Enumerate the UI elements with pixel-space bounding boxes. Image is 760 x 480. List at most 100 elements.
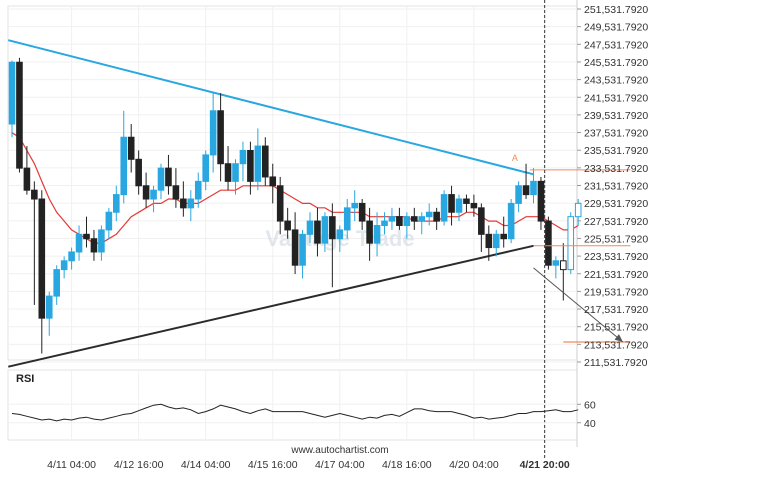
candle-body	[53, 269, 61, 297]
candle-body	[135, 158, 142, 187]
candle-body	[98, 229, 105, 253]
candle-body	[291, 229, 299, 266]
candle-body	[224, 163, 232, 182]
y-tick-label: 245,531.7920	[584, 57, 648, 69]
y-tick-label: 227,531.7920	[584, 216, 648, 228]
grid-lines	[7, 0, 578, 447]
price-axis: 251,531.7920 249,531.7920 247,531.7920 245,…	[577, 4, 648, 369]
candle-body	[485, 233, 493, 249]
candle-body	[418, 216, 426, 222]
x-tick-label: 4/17 04:00	[315, 459, 365, 471]
candle-body	[276, 185, 284, 222]
candle-body	[396, 216, 403, 226]
x-tick-label: 4/21 20:00	[520, 459, 570, 471]
y-tick-label: 229,531.7920	[584, 198, 648, 210]
rsi-line	[11, 403, 579, 422]
candle-body	[75, 233, 83, 253]
y-tick-label: 243,531.7920	[584, 75, 648, 87]
candles-layer	[8, 57, 582, 354]
candle-body	[150, 189, 157, 200]
candle-body	[470, 202, 478, 209]
candle-body	[351, 202, 358, 209]
y-tick-label: 211,531.7920	[584, 357, 648, 369]
candle-body	[269, 176, 277, 187]
candle-body	[336, 229, 344, 240]
y-tick-label: 239,531.7920	[584, 110, 648, 122]
candle-body	[306, 220, 314, 235]
candle-body	[60, 260, 68, 271]
candle-body	[38, 198, 46, 319]
candle-body	[194, 180, 202, 200]
y-tick-label: 233,531.7920	[584, 163, 648, 175]
x-tick-label: 4/12 16:00	[114, 459, 164, 471]
candle-body	[567, 216, 575, 271]
candle-body	[358, 202, 366, 222]
rsi-panel: 60 40	[8, 399, 596, 430]
candle-body	[202, 154, 209, 182]
candle-body	[522, 185, 530, 196]
y-tick-label: 223,531.7920	[584, 251, 648, 263]
candle-body	[507, 202, 515, 240]
candle-body	[247, 149, 254, 182]
candle-body	[299, 233, 306, 266]
candle-body	[560, 260, 567, 271]
candle-body	[515, 185, 522, 204]
candle-body	[366, 220, 373, 244]
candle-body	[329, 216, 336, 240]
candle-body	[23, 167, 31, 191]
candle-body	[284, 220, 291, 231]
rsi-tick-label: 60	[584, 399, 596, 411]
overlay-layer: A	[512, 0, 631, 458]
candle-body	[232, 163, 239, 182]
candle-body	[478, 207, 485, 235]
candle-body	[254, 145, 262, 182]
candle-body	[530, 180, 537, 196]
rsi-tick-label: 40	[584, 418, 596, 430]
candle-body	[165, 167, 172, 187]
candle-body	[388, 216, 396, 222]
candle-body	[403, 216, 411, 226]
y-tick-label: 247,531.7920	[584, 39, 648, 51]
y-tick-label: 225,531.7920	[584, 233, 648, 245]
rsi-label: RSI	[16, 373, 34, 385]
x-tick-label: 4/18 16:00	[382, 459, 432, 471]
y-tick-label: 215,531.7920	[584, 322, 648, 334]
candle-body	[448, 194, 455, 213]
candle-body	[455, 198, 463, 213]
candle-body	[463, 198, 470, 204]
candle-body	[262, 145, 269, 178]
x-tick-label: 4/20 04:00	[449, 459, 499, 471]
y-tick-label: 219,531.7920	[584, 286, 648, 298]
candle-body	[31, 189, 38, 200]
candle-body	[321, 216, 329, 244]
x-tick-label: 4/11 04:00	[47, 459, 96, 471]
candle-body	[381, 220, 388, 226]
candle-body	[113, 194, 120, 213]
candle-body	[343, 207, 351, 231]
candle-body	[492, 233, 500, 249]
time-axis: 4/11 04:00 4/12 16:00 4/14 04:00 4/15 16:00…	[47, 459, 570, 471]
y-tick-label: 235,531.7920	[584, 145, 648, 157]
candle-body	[127, 136, 135, 160]
candle-body	[574, 202, 582, 218]
trend-lines	[8, 39, 534, 368]
candle-body	[83, 233, 90, 240]
candle-body	[187, 198, 195, 209]
candle-body	[314, 220, 321, 244]
y-tick-label: 251,531.7920	[584, 4, 648, 16]
candle-body	[172, 185, 180, 200]
candle-body	[433, 211, 440, 222]
y-tick-label: 217,531.7920	[584, 304, 648, 316]
projection-arrow-head	[614, 334, 623, 342]
candle-body	[68, 251, 75, 262]
x-tick-label: 4/14 04:00	[181, 459, 231, 471]
y-tick-label: 241,531.7920	[584, 92, 648, 104]
candle-body	[440, 194, 448, 222]
candle-body	[373, 224, 381, 244]
y-tick-label: 221,531.7920	[584, 269, 648, 281]
candle-body	[552, 260, 560, 266]
candle-body	[209, 110, 217, 156]
y-tick-label: 213,531.7920	[584, 339, 648, 351]
projection-arrow-line	[533, 267, 624, 343]
